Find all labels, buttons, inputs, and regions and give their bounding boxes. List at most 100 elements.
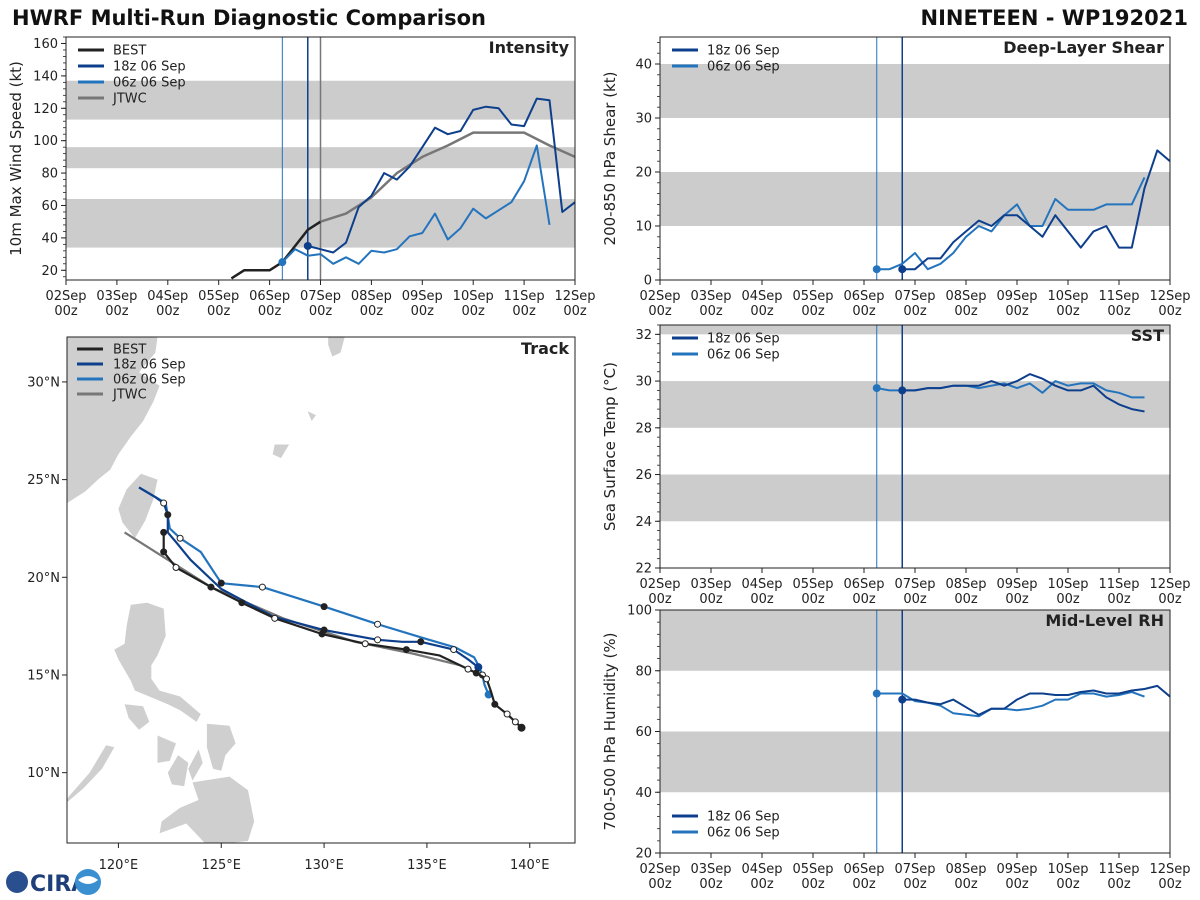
sst-line-18z-06-sep bbox=[902, 373, 1145, 413]
shear-band-0 bbox=[660, 172, 1170, 226]
shear-series-group bbox=[872, 149, 1170, 274]
sst-panel: 02Sep00z03Sep00z04Sep00z05Sep00z06Sep00z… bbox=[601, 324, 1191, 607]
shear-ytick-label: 20 bbox=[635, 166, 652, 181]
rh-xtick-label-day: 09Sep bbox=[996, 862, 1037, 877]
cira-logo: CIRA bbox=[6, 869, 101, 897]
intensity-xtick-label-day: 06Sep bbox=[249, 289, 290, 304]
sst-xtick-label-hour: 00z bbox=[648, 592, 672, 607]
intensity-xtick-label-day: 07Sep bbox=[300, 289, 341, 304]
rh-init-marker bbox=[898, 695, 907, 704]
track-position-12z-06z-06-sep bbox=[374, 620, 382, 628]
figure-title: HWRF Multi-Run Diagnostic Comparison bbox=[12, 6, 486, 30]
shear-xtick-label-day: 10Sep bbox=[1047, 289, 1088, 304]
intensity-xtick-label-hour: 00z bbox=[411, 304, 435, 319]
shear-xtick-label-hour: 00z bbox=[1107, 304, 1131, 319]
shear-title: Deep-Layer Shear bbox=[1003, 38, 1164, 57]
rh-xtick-label-hour: 00z bbox=[903, 877, 927, 892]
sst-xtick-label-day: 09Sep bbox=[996, 577, 1037, 592]
rh-panel: 02Sep00z03Sep00z04Sep00z05Sep00z06Sep00z… bbox=[601, 604, 1191, 893]
intensity-legend-label: BEST bbox=[113, 44, 146, 59]
track-xtick-label: 135°E bbox=[407, 858, 447, 873]
rh-legend-label: 06z 06 Sep bbox=[707, 826, 780, 841]
intensity-title: Intensity bbox=[489, 38, 570, 57]
land-amami bbox=[307, 411, 316, 421]
intensity-ytick-label: 160 bbox=[33, 37, 58, 52]
intensity-ytick-label: 80 bbox=[41, 167, 58, 182]
intensity-ytick-label: 140 bbox=[33, 69, 58, 84]
shear-xtick-label-hour: 00z bbox=[903, 304, 927, 319]
sst-band-2 bbox=[660, 325, 1170, 335]
intensity-xtick-label-hour: 00z bbox=[156, 304, 180, 319]
track-start-marker-18z-06-sep bbox=[474, 663, 483, 672]
track-position-12z-best bbox=[511, 718, 519, 726]
track-start-marker-best bbox=[517, 723, 526, 732]
shear-legend-label: 06z 06 Sep bbox=[707, 60, 780, 75]
land-samar-leyte bbox=[206, 723, 236, 771]
shear-ytick-label: 0 bbox=[644, 274, 652, 289]
rh-ytick-label: 100 bbox=[627, 604, 652, 619]
shear-init-marker bbox=[872, 265, 881, 274]
track-position-00z-best bbox=[160, 528, 168, 536]
logo-globe-icon bbox=[6, 871, 28, 893]
sst-xtick-label-hour: 00z bbox=[852, 592, 876, 607]
track-position-00z-06z-06-sep bbox=[217, 579, 225, 587]
track-line-jtwc bbox=[124, 531, 461, 667]
intensity-ytick-label: 40 bbox=[41, 231, 58, 246]
sst-xtick-label-day: 12Sep bbox=[1149, 577, 1190, 592]
rh-band-0 bbox=[660, 731, 1170, 793]
rh-init-marker bbox=[872, 689, 881, 698]
track-position-12z-best bbox=[271, 614, 279, 622]
shear-panel: 02Sep00z03Sep00z04Sep00z05Sep00z06Sep00z… bbox=[601, 36, 1191, 319]
rh-xtick-label-hour: 00z bbox=[750, 877, 774, 892]
land-mindanao bbox=[159, 776, 255, 843]
sst-xtick-label-hour: 00z bbox=[1158, 592, 1182, 607]
sst-ytick-label: 30 bbox=[635, 375, 652, 390]
rh-xtick-label-hour: 00z bbox=[852, 877, 876, 892]
shear-xtick-label-hour: 00z bbox=[1158, 304, 1182, 319]
intensity-xtick-label-day: 10Sep bbox=[453, 289, 494, 304]
sst-xtick-label-day: 05Sep bbox=[792, 577, 833, 592]
track-position-12z-18z-06-sep bbox=[450, 646, 458, 654]
rh-xtick-label-hour: 00z bbox=[801, 877, 825, 892]
land-negros bbox=[167, 755, 189, 787]
sst-ytick-label: 32 bbox=[635, 328, 652, 343]
rh-series-group bbox=[872, 684, 1170, 718]
track-xtick-label: 130°E bbox=[304, 858, 344, 873]
rh-xtick-label-day: 11Sep bbox=[1098, 862, 1139, 877]
track-frame bbox=[66, 336, 576, 844]
intensity-ylabel: 10m Max Wind Speed (kt) bbox=[7, 61, 25, 256]
sst-xtick-label-hour: 00z bbox=[801, 592, 825, 607]
shear-xtick-label-day: 06Sep bbox=[843, 289, 884, 304]
track-legend-label: 18z 06 Sep bbox=[113, 358, 186, 373]
intensity-xtick-label-hour: 00z bbox=[207, 304, 231, 319]
intensity-xtick-label-day: 04Sep bbox=[147, 289, 188, 304]
track-position-12z-18z-06-sep bbox=[160, 499, 168, 507]
track-position-00z-18z-06-sep bbox=[417, 638, 425, 646]
track-position-12z-06z-06-sep bbox=[176, 534, 184, 542]
shear-band-1 bbox=[660, 64, 1170, 118]
sst-series-group bbox=[872, 373, 1145, 413]
intensity-xtick-label-hour: 00z bbox=[309, 304, 333, 319]
sst-ytick-label: 28 bbox=[635, 421, 652, 436]
intensity-line-best bbox=[230, 220, 322, 280]
rh-xtick-label-hour: 00z bbox=[648, 877, 672, 892]
shear-xtick-label-day: 08Sep bbox=[945, 289, 986, 304]
logo-wave-icon bbox=[78, 876, 98, 884]
shear-xtick-label-hour: 00z bbox=[1056, 304, 1080, 319]
track-ytick-label: 30°N bbox=[27, 375, 60, 390]
intensity-xtick-label-hour: 00z bbox=[512, 304, 536, 319]
sst-xtick-label-hour: 00z bbox=[954, 592, 978, 607]
rh-xtick-label-hour: 00z bbox=[1107, 877, 1131, 892]
intensity-xtick-label-day: 09Sep bbox=[402, 289, 443, 304]
sst-ylabel: Sea Surface Temp (°C) bbox=[601, 362, 619, 531]
track-position-12z-best bbox=[464, 665, 472, 673]
track-line-best bbox=[162, 532, 523, 729]
land-panay bbox=[157, 735, 176, 763]
shear-xtick-label-day: 09Sep bbox=[996, 289, 1037, 304]
shear-xtick-label-hour: 00z bbox=[1005, 304, 1029, 319]
intensity-legend-label: 06z 06 Sep bbox=[113, 76, 186, 91]
intensity-xtick-label-hour: 00z bbox=[563, 304, 587, 319]
rh-xtick-label-day: 05Sep bbox=[792, 862, 833, 877]
land-group bbox=[67, 337, 345, 843]
rh-ytick-label: 20 bbox=[635, 847, 652, 862]
